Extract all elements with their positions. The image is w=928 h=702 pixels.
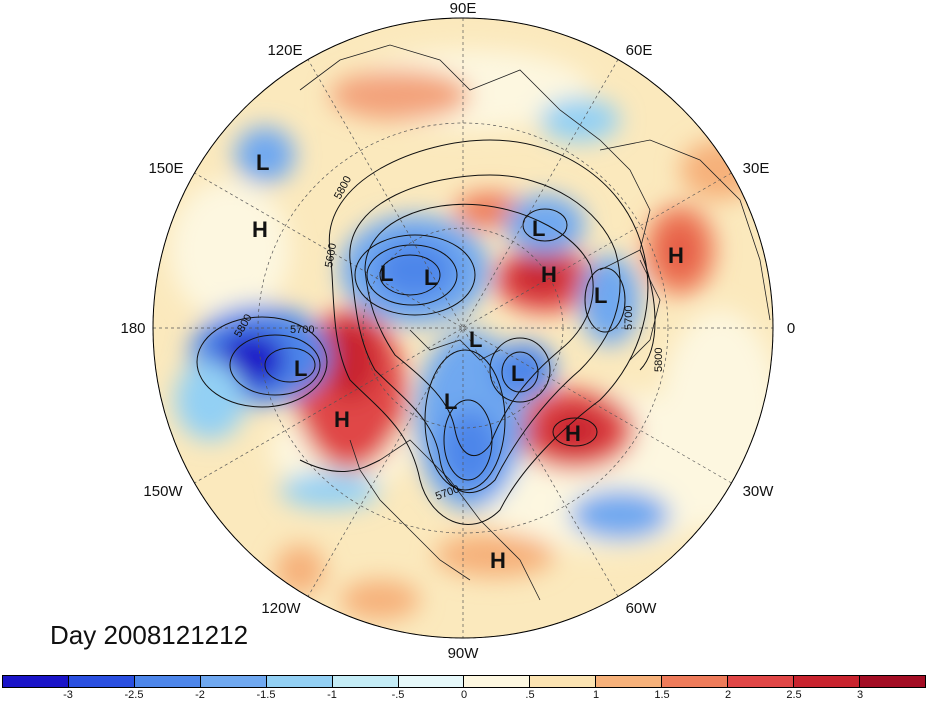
colorbar-swatch bbox=[68, 676, 135, 687]
colorbar-swatch bbox=[728, 676, 795, 687]
colorbar-swatch bbox=[596, 676, 663, 687]
low-pressure-label: L bbox=[444, 389, 457, 414]
low-pressure-label: L bbox=[532, 216, 545, 241]
colorbar-swatch bbox=[794, 676, 860, 687]
low-pressure-label: L bbox=[594, 283, 607, 308]
low-pressure-label: L bbox=[469, 327, 482, 352]
high-pressure-label: H bbox=[541, 262, 557, 287]
lon-label-180: 180 bbox=[120, 320, 145, 337]
lon-label-90e: 90E bbox=[450, 0, 477, 17]
contour-label: 5600 bbox=[323, 242, 339, 268]
pressure-centers: L H L H L L H L L L L L H H H bbox=[252, 150, 684, 573]
colorbar-tick-label: 1.5 bbox=[654, 689, 670, 701]
colorbar-swatch bbox=[332, 676, 399, 687]
colorbar-swatch bbox=[398, 676, 465, 687]
colorbar-swatch bbox=[200, 676, 267, 687]
low-pressure-label: L bbox=[424, 265, 437, 290]
colorbar-tick-label: -2.5 bbox=[124, 689, 144, 701]
colorbar-swatch bbox=[3, 676, 69, 687]
colorbar-tick-label: 0 bbox=[460, 689, 468, 701]
colorbar-tick-label: -.5 bbox=[391, 689, 405, 701]
colorbar-tick-label: 2.5 bbox=[786, 689, 802, 701]
colorbar bbox=[2, 675, 926, 688]
high-pressure-label: H bbox=[252, 217, 268, 242]
colorbar-tick-label: -1 bbox=[327, 689, 337, 701]
colorbar-tick-label: 2 bbox=[724, 689, 732, 701]
lon-label-90w: 90W bbox=[448, 645, 480, 662]
colorbar-tick-label: -1.5 bbox=[256, 689, 276, 701]
contour-label: 5700 bbox=[623, 306, 635, 330]
contour-label: 5800 bbox=[653, 348, 665, 372]
lon-label-30w: 30W bbox=[743, 483, 775, 500]
colorbar-swatch bbox=[464, 676, 531, 687]
colorbar-tick-label: 1 bbox=[592, 689, 600, 701]
high-pressure-label: H bbox=[565, 421, 581, 446]
lon-label-120w: 120W bbox=[261, 600, 301, 617]
map-title: Day 2008121212 bbox=[50, 620, 249, 650]
colorbar-swatch bbox=[530, 676, 597, 687]
lon-label-60w: 60W bbox=[626, 600, 658, 617]
longitude-labels: 90E 60E 30E 0 30W 60W 90W 120W 150W 180 … bbox=[120, 0, 795, 662]
colorbar-tick-label: -2 bbox=[195, 689, 205, 701]
low-pressure-label: L bbox=[511, 361, 524, 386]
colorbar-tick-label: 3 bbox=[856, 689, 864, 701]
lon-label-150e: 150E bbox=[148, 160, 183, 177]
lon-label-30e: 30E bbox=[743, 160, 770, 177]
high-pressure-label: H bbox=[668, 243, 684, 268]
lon-label-0: 0 bbox=[787, 320, 795, 337]
low-pressure-label: L bbox=[294, 356, 307, 381]
coastlines bbox=[299, 44, 771, 601]
low-pressure-label: L bbox=[380, 261, 393, 286]
colorbar-tick-label: .5 bbox=[525, 689, 535, 701]
colorbar-tick-label: -3 bbox=[63, 689, 73, 701]
low-pressure-label: L bbox=[256, 150, 269, 175]
height-contours bbox=[196, 139, 656, 525]
map-border bbox=[152, 17, 774, 639]
colorbar-swatch bbox=[859, 676, 925, 687]
colorbar-swatch bbox=[266, 676, 333, 687]
lon-label-150w: 150W bbox=[143, 483, 183, 500]
colorbar-swatch bbox=[662, 676, 729, 687]
high-pressure-label: H bbox=[490, 548, 506, 573]
colorbar-swatch bbox=[134, 676, 201, 687]
colorbar-tick-labels: -3 -2.5 -2 -1.5 -1 -.5 0 .5 1 1.5 2 2.5 3 bbox=[2, 689, 926, 702]
lon-label-60e: 60E bbox=[626, 42, 653, 59]
contour-label: 5700 bbox=[290, 324, 314, 336]
lon-label-120e: 120E bbox=[267, 42, 302, 59]
high-pressure-label: H bbox=[334, 407, 350, 432]
